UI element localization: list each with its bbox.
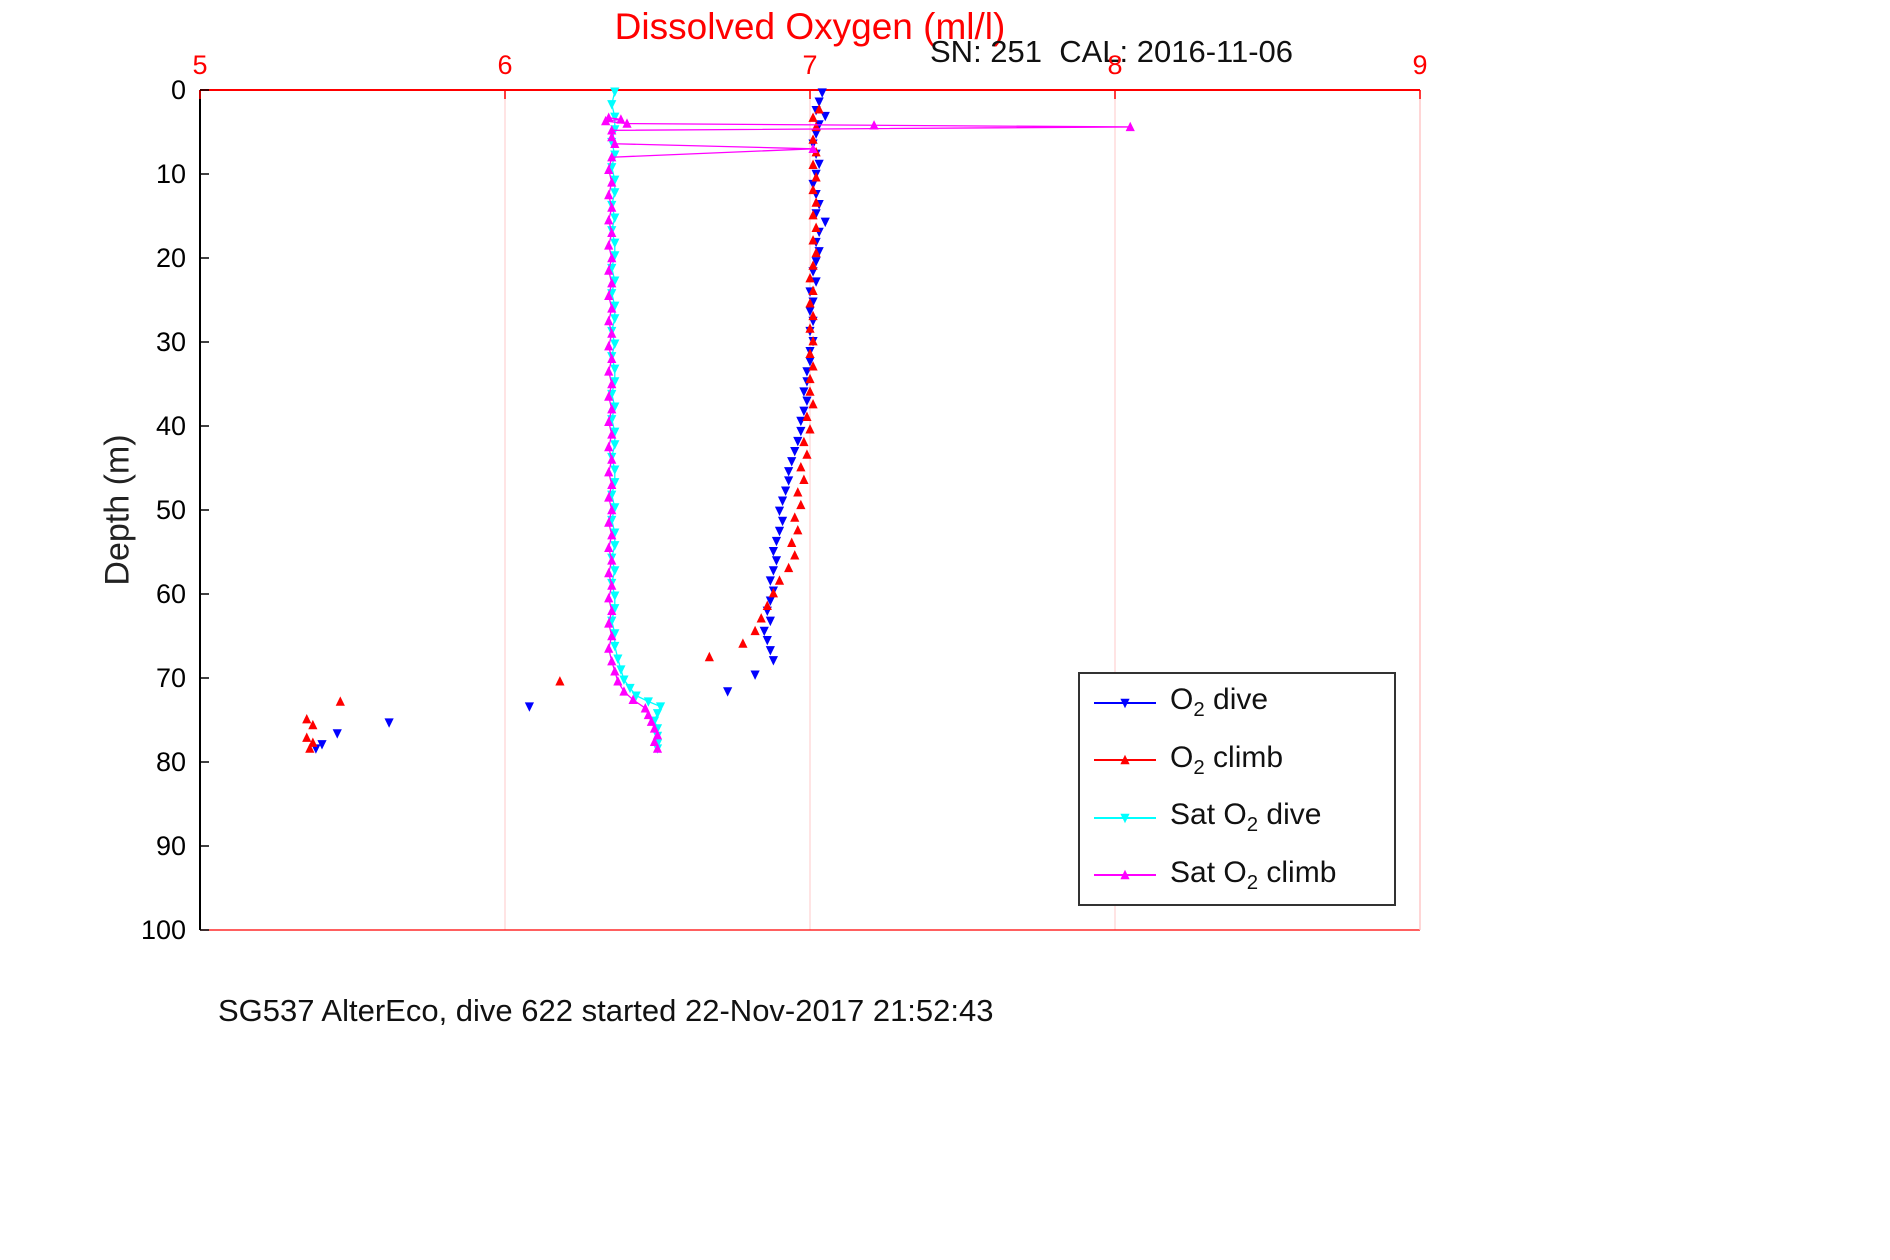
legend: O2 dive O2 climb Sat O2 dive Sat O2 climb — [1078, 672, 1396, 906]
series-sat-o2-dive — [607, 87, 666, 754]
legend-entry-o2-dive: O2 dive — [1092, 683, 1394, 722]
y-tick-label: 80 — [156, 747, 186, 777]
sn-cal-annotation: SN: 251 CAL: 2016-11-06 — [930, 34, 1294, 69]
y-tick-label: 10 — [156, 159, 186, 189]
y-tick-label: 50 — [156, 495, 186, 525]
legend-label-o2-climb: O2 climb — [1170, 740, 1284, 779]
legend-label-sat-o2-climb: Sat O2 climb — [1170, 855, 1337, 894]
gridlines — [504, 90, 1116, 930]
y-tick-label: 40 — [156, 411, 186, 441]
legend-label-sat-o2-dive: Sat O2 dive — [1170, 798, 1322, 837]
legend-entry-o2-climb: O2 climb — [1092, 741, 1394, 780]
legend-entry-sat-o2-dive: Sat O2 dive — [1092, 798, 1394, 837]
legend-marker-o2-climb — [1094, 755, 1156, 765]
chart-title: Dissolved Oxygen (ml/l) — [614, 6, 1006, 47]
legend-label-o2-dive: O2 dive — [1170, 683, 1269, 722]
series-sat-o2-climb — [601, 112, 1135, 753]
series-o2-dive — [311, 88, 830, 754]
x-tick-label: 7 — [802, 50, 817, 80]
legend-entry-sat-o2-climb: Sat O2 climb — [1092, 856, 1394, 895]
x-tick-label: 6 — [497, 50, 512, 80]
y-tick-label: 100 — [141, 915, 186, 945]
y-tick-label: 30 — [156, 327, 186, 357]
figure-caption: SG537 AlterEco, dive 622 started 22-Nov-… — [218, 993, 994, 1028]
x-tick-label: 8 — [1107, 50, 1122, 80]
legend-marker-o2-dive — [1094, 698, 1156, 708]
y-tick-label: 90 — [156, 831, 186, 861]
y-tick-label: 20 — [156, 243, 186, 273]
y-tick-label: 0 — [171, 75, 186, 105]
y-tick-label: 60 — [156, 579, 186, 609]
legend-marker-sat-o2-dive — [1094, 813, 1156, 823]
legend-marker-sat-o2-climb — [1094, 870, 1156, 880]
series-o2-climb — [302, 104, 824, 753]
x-tick-label: 5 — [192, 50, 207, 80]
y-tick-label: 70 — [156, 663, 186, 693]
x-tick-label: 9 — [1412, 50, 1427, 80]
